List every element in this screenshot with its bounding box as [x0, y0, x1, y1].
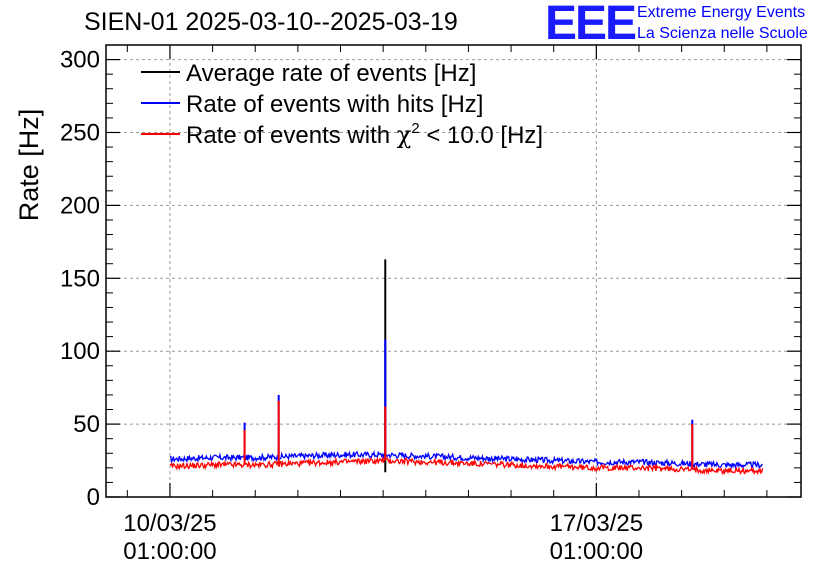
- legend-label-hits: Rate of events with hits [Hz]: [186, 91, 483, 118]
- chart-title: SIEN-01 2025-03-10--2025-03-19: [84, 8, 458, 36]
- legend-label-avg: Average rate of events [Hz]: [186, 60, 476, 87]
- logo-subtitle-2: La Scienza nelle Scuole: [637, 25, 808, 42]
- x-tick-label-date: 17/03/25: [550, 510, 643, 537]
- y-tick-label: 300: [60, 47, 100, 74]
- plot-frame: [105, 44, 802, 498]
- y-tick-label: 150: [60, 265, 100, 292]
- series-hits-line: [169, 450, 763, 471]
- x-tick-label-time: 01:00:00: [550, 538, 643, 565]
- x-tick-label-time: 01:00:00: [123, 538, 216, 565]
- legend: Average rate of events [Hz] Rate of event…: [141, 60, 543, 149]
- series-chi2-line: [169, 455, 764, 476]
- y-tick-label: 50: [73, 411, 100, 438]
- y-tick-label: 0: [87, 484, 100, 511]
- y-tick-label: 250: [60, 119, 100, 146]
- y-tick-label: 100: [60, 338, 100, 365]
- logo-subtitle-1: Extreme Energy Events: [637, 4, 806, 21]
- x-tick-label-date: 10/03/25: [123, 510, 216, 537]
- legend-label-chi2: Rate of events with χ2 < 10.0 [Hz]: [186, 120, 543, 149]
- y-tick-label: 200: [60, 192, 100, 219]
- y-axis-label: Rate [Hz]: [14, 109, 44, 222]
- eee-logo: EEE: [545, 0, 637, 50]
